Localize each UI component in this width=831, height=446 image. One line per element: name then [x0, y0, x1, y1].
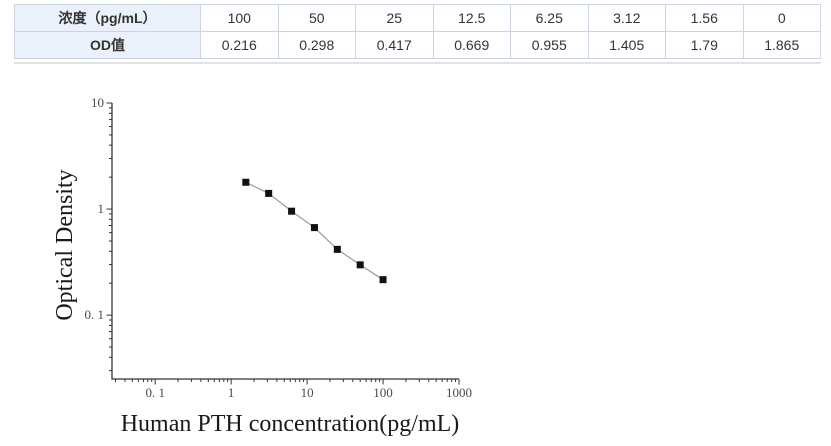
x-tick-label: 100 [373, 385, 393, 400]
table-cell: 12.5 [432, 4, 511, 32]
x-tick-label: 1000 [446, 385, 472, 400]
y-tick-label: 0. 1 [85, 307, 105, 322]
data-point-marker [379, 276, 387, 284]
table-cell: 0.216 [200, 31, 279, 59]
table-cell: 0.298 [277, 31, 356, 59]
table-cell: 0.955 [510, 31, 589, 59]
table-row-concentration: 浓度（pg/mL） 100 50 25 12.5 6.25 3.12 1.56 … [14, 4, 821, 32]
table-cell: 0.417 [355, 31, 434, 59]
table-underline [14, 62, 821, 64]
table-cell: 6.25 [510, 4, 589, 32]
standards-table: 浓度（pg/mL） 100 50 25 12.5 6.25 3.12 1.56 … [14, 4, 821, 59]
table-cell: 3.12 [587, 4, 666, 32]
table-cell: 1.405 [587, 31, 666, 59]
table-cell: 0 [742, 4, 821, 32]
row-header-concentration: 浓度（pg/mL） [14, 4, 201, 32]
x-tick-label: 0. 1 [145, 385, 165, 400]
data-point-marker [356, 261, 364, 269]
row-header-od: OD值 [14, 31, 201, 59]
y-tick-label: 1 [98, 201, 105, 216]
table-cell: 1.865 [742, 31, 821, 59]
axes [111, 103, 459, 380]
y-tick-label: 10 [91, 95, 104, 110]
data-point-marker [265, 189, 273, 197]
data-point-marker [310, 224, 318, 232]
table-cell: 1.79 [665, 31, 744, 59]
data-point-marker [242, 178, 250, 186]
x-axis-title: Human PTH concentration(pg/mL) [121, 411, 460, 437]
data-point-marker [288, 207, 296, 215]
table-cell: 1.56 [665, 4, 744, 32]
x-tick-label: 1 [228, 385, 235, 400]
data-point-marker [333, 245, 341, 253]
x-tick-label: 10 [301, 385, 314, 400]
table-row-od: OD值 0.216 0.298 0.417 0.669 0.955 1.405 … [14, 31, 821, 59]
y-axis-title: Optical Density [52, 169, 78, 320]
